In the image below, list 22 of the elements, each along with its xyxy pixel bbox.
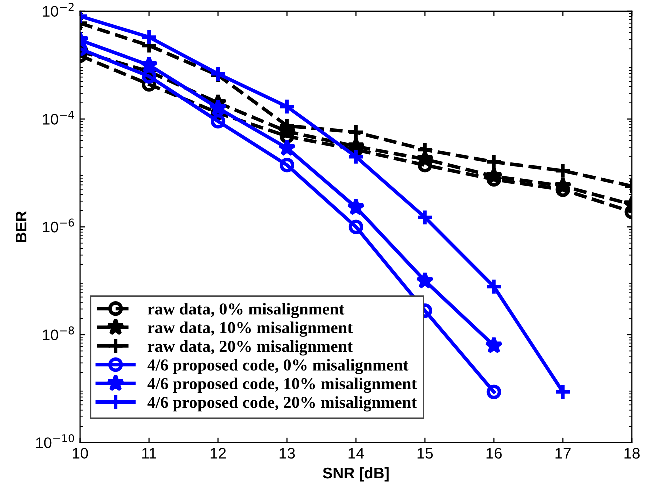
- x-tick-label: 10: [72, 448, 88, 459]
- x-tick-label: 12: [210, 448, 226, 459]
- y-tick-label: 10$^{−2}$: [43, 3, 74, 17]
- y-tick-label: 10$^{−4}$: [43, 111, 74, 125]
- legend-label: raw data, 20% misalignment: [148, 340, 353, 356]
- legend-label: 4/6 proposed code, 0% misalignment: [148, 359, 409, 374]
- x-tick-label: 14: [348, 448, 364, 459]
- legend-label: 4/6 proposed code, 20% misalignment: [148, 396, 418, 412]
- legend-label: 4/6 proposed code, 10% misalignment: [148, 378, 418, 394]
- x-tick-label: 11: [142, 448, 156, 459]
- y-tick-label: 10$^{−8}$: [43, 326, 74, 341]
- x-tick-label: 13: [280, 448, 296, 459]
- legend-label: raw data, 0% misalignment: [148, 303, 345, 318]
- x-tick-label: 17: [556, 448, 571, 459]
- legend-label: raw data, 10% misalignment: [148, 322, 353, 338]
- y-tick-label: 10$^{−6}$: [43, 218, 74, 233]
- y-axis-title: BER: [16, 211, 27, 242]
- y-tick-label: 10$^{−10}$: [36, 434, 74, 448]
- x-axis-title: SNR [dB]: [323, 467, 389, 482]
- x-tick-label: 18: [624, 448, 640, 459]
- x-tick-label: 16: [486, 448, 502, 459]
- x-tick-label: 15: [418, 448, 434, 459]
